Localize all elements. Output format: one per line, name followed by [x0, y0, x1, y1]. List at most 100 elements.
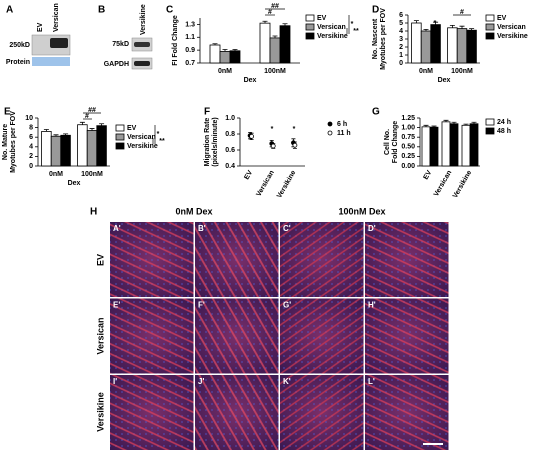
micrograph-fibers — [110, 298, 194, 374]
y-tick-label: 1.25 — [401, 115, 415, 122]
legend-label: Versikine — [127, 143, 158, 150]
lane-label: Versikine — [140, 4, 147, 35]
y-tick-label: 6 — [399, 12, 403, 19]
y-tick-label: 2 — [29, 153, 33, 160]
annotation: # — [460, 9, 464, 16]
legend-swatch — [305, 14, 315, 22]
x-tick-label: Versican — [433, 169, 453, 197]
y-tick-label: 1.1 — [185, 34, 195, 41]
dot — [249, 133, 254, 139]
bar — [469, 123, 479, 167]
row-header: Versican — [95, 317, 105, 354]
legend-label: EV — [127, 125, 137, 132]
y-tick-label: 0.25 — [401, 153, 415, 160]
legend-swatch — [115, 142, 125, 150]
y-tick-label: 2 — [399, 44, 403, 51]
annotation: * — [293, 126, 296, 133]
y-axis-label: (pixels/minute) — [212, 117, 219, 166]
y-axis-label: Myotubes per FOV — [380, 8, 387, 70]
cell-label: I' — [113, 377, 117, 386]
bar — [449, 123, 459, 167]
row-header: EV — [95, 254, 105, 266]
bar — [420, 30, 432, 64]
legend-label: 11 h — [337, 130, 351, 137]
error-bar — [79, 121, 85, 125]
legend-swatch — [305, 32, 315, 40]
x-tick-label: EV — [243, 169, 254, 181]
x-axis-label: Dex — [244, 77, 257, 84]
bar — [429, 126, 439, 167]
bar — [41, 131, 52, 167]
panel-letter: F — [204, 107, 210, 118]
cell-label: D' — [368, 224, 376, 233]
panel-letter: D — [372, 5, 379, 16]
micrograph-fibers — [365, 375, 449, 450]
annotation: ** — [159, 138, 165, 145]
y-axis-label: Cell No. — [384, 129, 391, 155]
bar — [77, 124, 88, 167]
y-tick-label: 0.9 — [185, 47, 195, 54]
x-axis-label: Dex — [438, 77, 451, 84]
y-tick-label: 1.0 — [225, 115, 235, 122]
y-tick-label: 0.6 — [225, 147, 235, 154]
y-tick-label: 0 — [399, 60, 403, 67]
legend-label: EV — [497, 15, 507, 22]
bar — [209, 44, 221, 64]
cell-label: H' — [368, 301, 376, 310]
y-tick-label: 0.00 — [401, 163, 415, 170]
legend-swatch — [327, 130, 333, 136]
error-bar — [449, 25, 455, 28]
panel-letter: C — [166, 5, 173, 16]
bar — [60, 134, 71, 167]
cell-label: B' — [198, 224, 206, 233]
legend-swatch — [327, 121, 333, 127]
cell-label: G' — [283, 301, 291, 310]
annotation: * — [351, 21, 354, 28]
cell-label: J' — [198, 377, 204, 386]
x-tick-label: Versican — [255, 169, 275, 197]
y-tick-label: 8 — [29, 124, 33, 131]
x-tick-label: Versikine — [452, 169, 473, 199]
column-header: 100nM Dex — [338, 206, 385, 216]
annotation: * — [271, 126, 274, 133]
legend-swatch — [115, 133, 125, 141]
x-tick-label: 100nM — [451, 68, 473, 75]
annotation: # — [85, 113, 89, 120]
row-label: Protein — [6, 59, 30, 66]
bar — [430, 24, 441, 64]
legend-swatch — [115, 124, 125, 132]
cell-label: K' — [283, 377, 291, 386]
y-axis-label: FI Fold Change — [172, 15, 179, 66]
y-tick-label: 1 — [399, 52, 403, 59]
blot-band — [134, 42, 150, 47]
legend-swatch — [485, 127, 495, 135]
annotation: * — [434, 20, 437, 27]
y-tick-label: 0.4 — [225, 163, 235, 170]
y-tick-label: 1.00 — [401, 124, 415, 131]
bar — [461, 124, 471, 167]
bar — [466, 29, 477, 64]
legend-label: EV — [317, 15, 327, 22]
y-axis-label: No. Mature — [2, 124, 9, 160]
y-tick-label: 10 — [25, 115, 33, 122]
panel-letter: G — [372, 107, 380, 118]
bar — [441, 121, 451, 167]
legend-label: 48 h — [497, 128, 511, 135]
y-axis-label: No. Nascent — [372, 18, 379, 59]
bar — [269, 37, 281, 64]
x-tick-label: 0nM — [419, 68, 433, 75]
y-axis-label: Myotubes per FOV — [10, 111, 17, 173]
micrograph-fibers — [280, 222, 364, 297]
y-tick-label: 4 — [399, 28, 403, 35]
legend-swatch — [305, 23, 315, 31]
annotation: # — [268, 9, 272, 16]
y-tick-label: 3 — [399, 36, 403, 43]
legend-swatch — [485, 14, 495, 22]
dot — [270, 143, 276, 149]
cell-label: F' — [198, 301, 205, 310]
legend-label: Versikine — [497, 33, 528, 40]
cell-label: A' — [113, 224, 121, 233]
row-header: Versikine — [95, 392, 105, 432]
bar — [447, 27, 458, 64]
micrograph-fibers — [195, 375, 279, 450]
